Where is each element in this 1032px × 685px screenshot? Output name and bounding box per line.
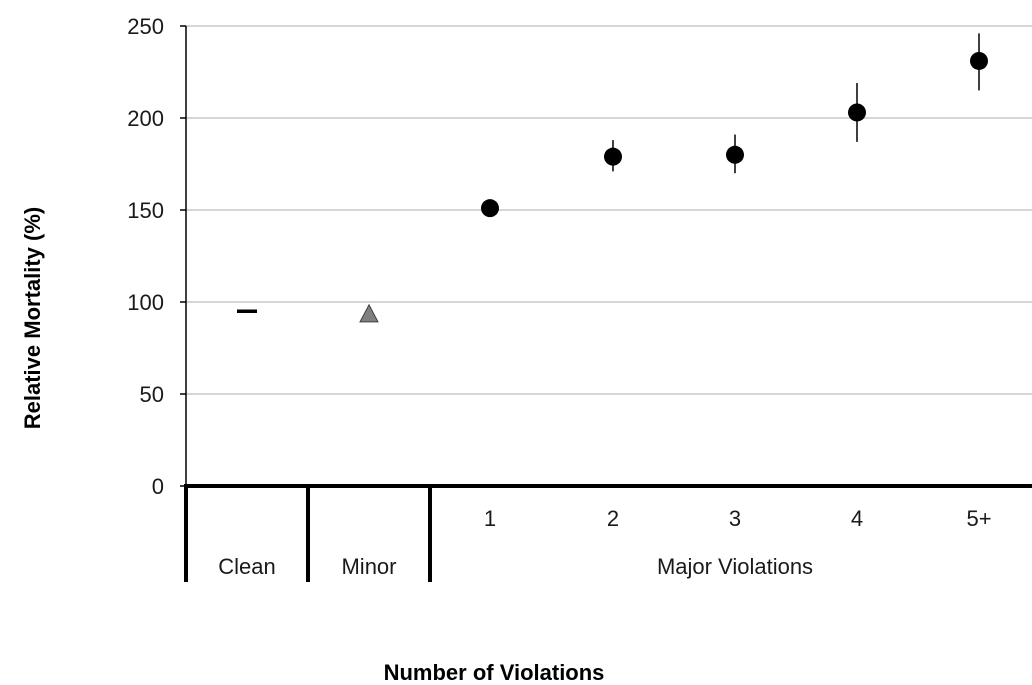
y-tick-label: 0 (152, 474, 164, 499)
data-point-circle (726, 145, 744, 164)
data-point-circle (604, 147, 622, 166)
y-tick-label: 50 (140, 382, 164, 407)
data-point-triangle (359, 303, 379, 323)
category-label-2: 2 (607, 506, 619, 531)
group-label-major-violations: Major Violations (657, 554, 813, 579)
category-label-1: 1 (484, 506, 496, 531)
category-label-clean: Clean (218, 554, 275, 579)
category-label-4: 4 (851, 506, 863, 531)
x-axis-title: Number of Violations (384, 660, 605, 685)
data-points (237, 33, 988, 323)
grid-lines (186, 25, 1032, 395)
axes (184, 26, 1032, 582)
x-axis-categories: Clean Minor 1 2 3 4 5+ Major Violations (218, 506, 991, 579)
y-tick-label: 250 (127, 14, 164, 39)
y-tick-label: 200 (127, 106, 164, 131)
category-label-5: 5+ (966, 506, 991, 531)
data-point-circle (481, 199, 499, 218)
y-tick-label: 150 (127, 198, 164, 223)
y-axis-ticks: 0 50 100 150 200 250 (127, 14, 186, 499)
y-axis-title: Relative Mortality (%) (20, 207, 45, 430)
category-label-3: 3 (729, 506, 741, 531)
data-point-circle (970, 51, 988, 70)
data-point-circle (848, 103, 866, 122)
category-label-minor: Minor (341, 554, 396, 579)
y-tick-label: 100 (127, 290, 164, 315)
